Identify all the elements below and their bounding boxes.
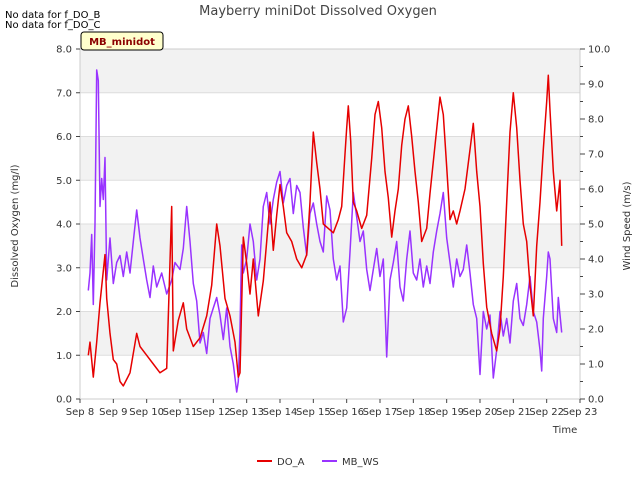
y2-tick-label: 8.0 [588, 115, 604, 126]
plot-band [80, 311, 580, 356]
series-line-do-a [87, 74, 563, 387]
x-tick-label: Sep 8 [66, 407, 94, 418]
plot-band [80, 136, 580, 181]
x-tick-label: Sep 12 [196, 407, 231, 418]
x-tick-label: Sep 14 [263, 407, 298, 418]
x-tick-label: Sep 19 [429, 407, 464, 418]
series-layer [87, 69, 563, 393]
y2-tick-label: 4.0 [588, 255, 604, 266]
no-data-note-2: No data for f_DO_C [5, 20, 101, 31]
x-axis-label: Time [552, 425, 577, 436]
y2-tick-label: 0.0 [588, 395, 604, 406]
plot-band [80, 224, 580, 268]
y2-tick-label: 10.0 [588, 45, 610, 56]
x-tick-label: Sep 15 [296, 407, 331, 418]
y-tick-label: 8.0 [56, 45, 72, 56]
y-tick-label: 6.0 [56, 132, 72, 143]
plot-band [80, 267, 580, 312]
x-tick-label: Sep 23 [563, 407, 598, 418]
no-data-note-1: No data for f_DO_B [5, 10, 101, 21]
y-tick-label: 5.0 [56, 176, 72, 187]
y2-axis-ticks: 0.0 1.0 2.0 3.0 4.0 5.0 6.0 7.0 8.0 9.0 10.0 [580, 45, 610, 406]
series-line-mb-ws [87, 69, 563, 393]
y-tick-label: 0.0 [56, 395, 72, 406]
y-tick-label: 4.0 [56, 220, 72, 231]
x-tick-label: Sep 11 [163, 407, 198, 418]
x-tick-label: Sep 18 [396, 407, 431, 418]
plot-band [80, 49, 580, 93]
x-tick-label: Sep 21 [496, 407, 531, 418]
legend: DO_A MB_WS [257, 457, 379, 468]
x-tick-label: Sep 9 [99, 407, 127, 418]
y2-tick-label: 9.0 [588, 80, 604, 91]
x-tick-label: Sep 16 [329, 407, 364, 418]
plot-band [80, 92, 580, 137]
plot-band [80, 355, 580, 399]
y2-tick-label: 7.0 [588, 150, 604, 161]
y2-tick-label: 2.0 [588, 325, 604, 336]
x-tick-label: Sep 22 [529, 407, 564, 418]
legend-label-do-a: DO_A [277, 457, 305, 468]
x-tick-label: Sep 10 [129, 407, 164, 418]
chart-title: Mayberry miniDot Dissolved Oxygen [199, 4, 437, 19]
y-axis-ticks: 0.0 1.0 2.0 3.0 4.0 5.0 6.0 7.0 8.0 [56, 45, 80, 406]
legend-label-mb-ws: MB_WS [342, 457, 379, 468]
x-tick-label: Sep 17 [363, 407, 398, 418]
y-tick-label: 2.0 [56, 307, 72, 318]
x-tick-label: Sep 20 [463, 407, 498, 418]
y2-tick-label: 3.0 [588, 290, 604, 301]
site-label: MB_minidot [89, 37, 155, 48]
site-label-box [80, 31, 164, 51]
y-tick-label: 1.0 [56, 351, 72, 362]
x-tick-label: Sep 13 [229, 407, 264, 418]
y2-tick-label: 5.0 [588, 220, 604, 231]
y2-tick-label: 1.0 [588, 360, 604, 371]
y2-axis-label: Wind Speed (m/s) [622, 181, 633, 270]
y-tick-label: 3.0 [56, 263, 72, 274]
y-axis-label: Dissolved Oxygen (mg/l) [10, 164, 21, 287]
y-tick-label: 7.0 [56, 88, 72, 99]
y2-tick-label: 6.0 [588, 185, 604, 196]
